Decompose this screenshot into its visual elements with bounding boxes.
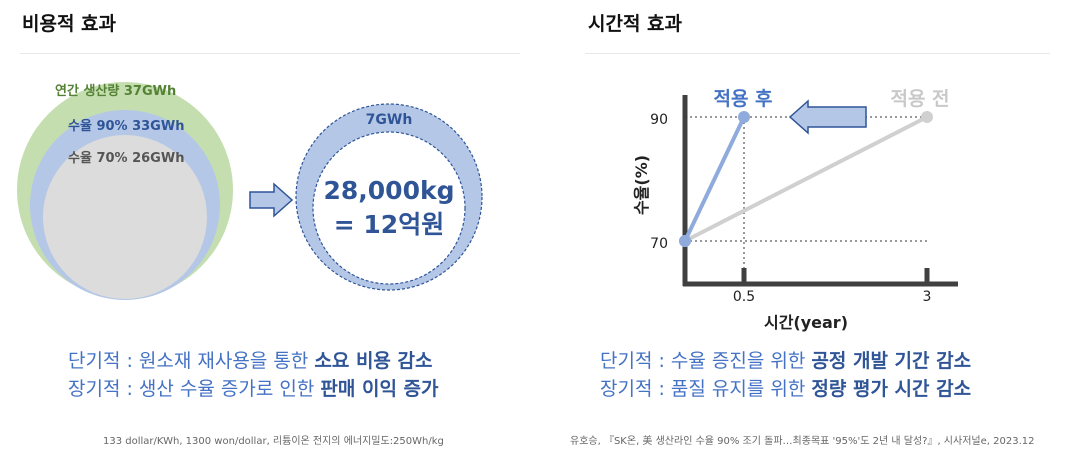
right-caption-short-term: 단기적 : 수율 증진을 위한 공정 개발 기간 감소 [600,349,971,374]
series-before-point-1 [921,111,933,123]
ring-difference-label: 7GWh [366,112,413,128]
series-after-point-1 [738,111,750,123]
weight-value: 28,000kg [324,176,455,205]
y-tick-label-70: 70 [650,236,668,252]
right-caption-long-term-prefix: 장기적 : 품질 유지를 위한 [600,378,812,400]
left-caption-short-term-prefix: 단기적 : 원소재 재사용을 통한 [68,350,315,372]
left-arrow-icon [788,99,867,135]
left-caption-long-term-prefix: 장기적 : 생산 수율 증가로 인한 [68,378,321,400]
yield-70-label: 수율 70% 26GWh [68,150,184,166]
series-after-point-0 [679,235,691,247]
time-effect-title: 시간적 효과 [588,13,683,35]
cost-diagram: 연간 생산량 37GWh 수율 90% 33GWh 수율 70% 26GWh 7… [17,82,483,300]
series-after-line [683,116,746,242]
right-caption-long-term: 장기적 : 품질 유지를 위한 정량 평가 시간 감소 [600,377,971,402]
yield-90-label: 수율 90% 33GWh [68,118,184,134]
series-after-label: 적용 후 [713,88,772,110]
left-caption-long-term-emphasis: 판매 이익 증가 [320,378,439,400]
left-caption-long-term: 장기적 : 생산 수율 증가로 인한 판매 이익 증가 [68,377,439,402]
x-tick-label-0-5: 0.5 [733,289,755,305]
left-caption-short-term-emphasis: 소요 비용 감소 [314,350,433,372]
right-footnote: 유호승, 『SK온, 美 생산라인 수율 90% 조기 돌파…최종목표 '95%… [570,436,1035,447]
cost-value: = 12억원 [334,210,444,239]
right-caption-long-term-emphasis: 정량 평가 시간 감소 [811,378,972,400]
right-caption-short-term-prefix: 단기적 : 수율 증진을 위한 [600,350,812,372]
yield-time-chart: 적용 후 적용 전 90 70 0.5 3 시간(year) 수율(%) [632,88,958,332]
right-caption-short-term-emphasis: 공정 개발 기간 감소 [811,350,972,372]
yield-70-circle [43,135,207,299]
left-footnote: 133 dollar/KWh, 1300 won/dollar, 리튬이온 전지… [103,436,444,447]
x-tick-label-3: 3 [923,289,932,305]
y-axis-title: 수율(%) [632,155,651,215]
series-before-label: 적용 전 [890,88,949,110]
right-divider [585,53,1050,54]
ring-inner-circle [312,131,466,285]
x-axis-title: 시간(year) [764,313,848,332]
y-tick-label-90: 90 [650,112,668,128]
left-caption-short-term: 단기적 : 원소재 재사용을 통한 소요 비용 감소 [68,349,433,374]
right-arrow-icon [249,182,294,218]
total-production-label: 연간 생산량 37GWh [55,83,176,99]
left-divider [20,53,520,54]
cost-effect-title: 비용적 효과 [22,13,117,35]
series-before-line [684,115,928,243]
